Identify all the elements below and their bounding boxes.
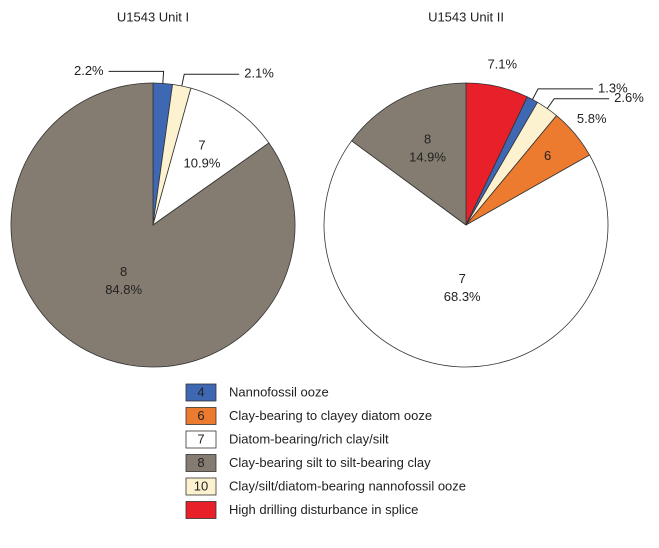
legend-label: Clay-bearing to clayey diatom ooze bbox=[229, 408, 432, 423]
leader-line bbox=[108, 70, 165, 84]
chart-title: U1543 Unit II bbox=[428, 9, 504, 24]
slice-percent: 10.9% bbox=[184, 156, 221, 171]
legend-swatch bbox=[185, 430, 217, 449]
legend-label: Nannofossil ooze bbox=[229, 384, 329, 399]
legend-code: 6 bbox=[197, 408, 204, 423]
legend-code: 8 bbox=[197, 455, 204, 470]
legend-swatch bbox=[185, 501, 217, 519]
legend-label: High drilling disturbance in splice bbox=[229, 502, 418, 517]
slice-percent: 1.3% bbox=[598, 80, 628, 95]
slice-percent: 2.2% bbox=[74, 63, 104, 78]
slice-percent: 14.9% bbox=[409, 149, 446, 164]
chart-title: U1543 Unit I bbox=[117, 9, 189, 24]
slice-percent: 2.6% bbox=[614, 90, 644, 105]
slice-code: 6 bbox=[544, 148, 551, 163]
slice-percent: 7.1% bbox=[487, 57, 517, 72]
legend-swatch bbox=[185, 477, 217, 496]
legend-label: Clay-bearing silt to silt-bearing clay bbox=[229, 455, 431, 470]
leader-line bbox=[532, 88, 594, 100]
pie-slice bbox=[10, 82, 296, 368]
legend-swatch bbox=[185, 383, 217, 402]
pie-slice bbox=[152, 87, 270, 226]
leader-line bbox=[181, 73, 240, 87]
legend-code: 10 bbox=[194, 478, 208, 493]
slice-code: 8 bbox=[120, 264, 127, 279]
slice-code: 8 bbox=[424, 131, 431, 146]
leader-line bbox=[546, 98, 610, 109]
legend-code: 4 bbox=[197, 384, 204, 399]
slice-code: 7 bbox=[459, 271, 466, 286]
slice-percent: 84.8% bbox=[105, 282, 142, 297]
legend-label: Diatom-bearing/rich clay/silt bbox=[229, 431, 389, 446]
pie-slice bbox=[323, 140, 609, 368]
legend-code: 7 bbox=[197, 431, 204, 446]
slice-code: 7 bbox=[198, 138, 205, 153]
slice-percent: 2.1% bbox=[244, 66, 274, 81]
slice-percent: 68.3% bbox=[444, 289, 481, 304]
slice-percent: 5.8% bbox=[577, 111, 607, 126]
legend-swatch bbox=[185, 407, 217, 425]
legend-swatch bbox=[185, 454, 217, 472]
pie-slice bbox=[351, 82, 467, 226]
legend-label: Clay/silt/diatom-bearing nannofossil ooz… bbox=[229, 478, 466, 493]
